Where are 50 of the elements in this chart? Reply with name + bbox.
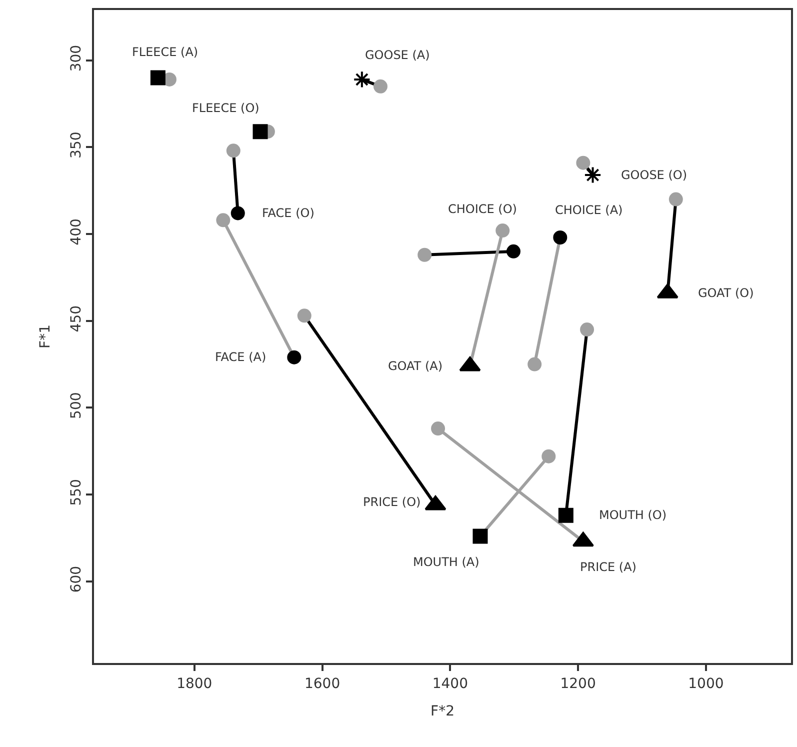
point	[252, 124, 268, 140]
point	[472, 528, 488, 544]
point	[287, 350, 302, 364]
annotation: GOOSE (A)	[365, 48, 430, 62]
annotation: GOAT (O)	[698, 286, 754, 300]
point	[542, 449, 556, 464]
point	[506, 244, 520, 258]
y-tick-label: 450	[68, 305, 84, 332]
x-tick-label: 1800	[176, 676, 212, 692]
point	[528, 357, 542, 372]
point	[553, 230, 568, 245]
point	[373, 79, 388, 94]
annotation: FLEECE (A)	[132, 45, 198, 59]
point	[558, 508, 574, 523]
annotation: CHOICE (A)	[555, 203, 623, 217]
x-tick-label: 1400	[432, 676, 468, 692]
y-axis-title: F*1	[38, 324, 54, 348]
point	[353, 70, 371, 88]
point	[584, 166, 602, 184]
x-tick-label: 1000	[688, 676, 724, 692]
annotation: PRICE (O)	[363, 495, 421, 509]
point	[576, 156, 590, 170]
annotation: MOUTH (A)	[413, 555, 480, 569]
point	[226, 144, 240, 158]
annotation: GOOSE (O)	[621, 168, 688, 182]
point	[297, 308, 312, 323]
annotation: FACE (O)	[262, 206, 314, 220]
point	[418, 248, 432, 262]
y-tick-label: 550	[68, 479, 84, 506]
annotation: CHOICE (O)	[448, 202, 517, 216]
y-tick-label: 400	[68, 218, 84, 246]
point	[668, 192, 683, 206]
point	[230, 206, 245, 220]
annotation: PRICE (A)	[580, 560, 636, 574]
y-tick-label: 300	[68, 44, 84, 72]
y-tick-label: 600	[68, 566, 84, 593]
point	[431, 422, 446, 436]
y-tick-label: 500	[68, 392, 84, 419]
annotation: FLEECE (O)	[192, 101, 260, 115]
annotation: FACE (A)	[215, 350, 266, 364]
point	[496, 224, 510, 238]
point	[216, 213, 230, 228]
x-tick-label: 1200	[560, 676, 596, 692]
point	[580, 322, 594, 337]
x-tick-label: 1600	[304, 676, 340, 692]
point	[150, 70, 166, 86]
y-tick-label: 350	[68, 132, 84, 158]
annotation: GOAT (A)	[388, 359, 443, 373]
x-axis-title: F*2	[430, 704, 454, 720]
annotation: MOUTH (O)	[599, 508, 667, 522]
